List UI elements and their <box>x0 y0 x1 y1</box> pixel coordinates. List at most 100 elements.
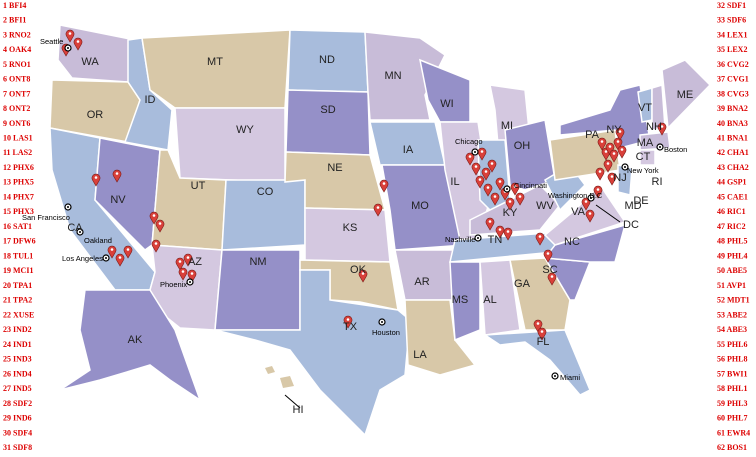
pin-dot <box>588 212 592 215</box>
pin-dot <box>474 165 478 168</box>
code-item: 8 ONT2 <box>3 104 30 113</box>
code-item: 25 IND3 <box>3 355 32 364</box>
pin-dot <box>178 260 182 263</box>
state-label: VA <box>571 206 586 218</box>
city-center <box>590 197 592 199</box>
pin <box>603 159 613 173</box>
pin <box>485 217 495 231</box>
state-label: ME <box>677 89 694 101</box>
state-label: NC <box>564 236 580 248</box>
state-label: MO <box>411 200 429 212</box>
pin <box>490 192 500 206</box>
code-item: 5 RNO1 <box>3 60 31 69</box>
code-item: 56 PHL8 <box>717 355 747 364</box>
code-item: 33 SDF6 <box>717 16 746 25</box>
city-center <box>477 237 479 239</box>
code-item: 50 ABE5 <box>717 266 747 275</box>
pin-dot <box>493 195 497 198</box>
state-label: VT <box>638 102 652 114</box>
pin <box>65 29 75 43</box>
code-item: 3 RNO2 <box>3 30 31 39</box>
code-item: 24 IND1 <box>3 340 32 349</box>
state-label: NV <box>110 194 126 206</box>
pin-dot <box>508 200 512 203</box>
code-item: 42 CHA1 <box>717 148 749 157</box>
state-label: MN <box>384 70 401 82</box>
state-label: NM <box>249 256 266 268</box>
pin-dot <box>346 318 350 321</box>
code-item: 37 CVG1 <box>717 75 749 84</box>
pin-dot <box>478 178 482 181</box>
city-label: Miami <box>560 373 580 382</box>
pin-dot <box>550 275 554 278</box>
state-label: WY <box>236 124 254 136</box>
pin-dot <box>596 188 600 191</box>
pin <box>595 167 605 181</box>
pin-dot <box>484 170 488 173</box>
state-label: GA <box>514 278 531 290</box>
pin <box>149 211 159 225</box>
state-label: UT <box>191 180 206 192</box>
state-label: NE <box>327 162 342 174</box>
city-label: Washington D.C <box>548 191 603 200</box>
city-label: Seattle <box>40 37 63 46</box>
pin-dot <box>486 186 490 189</box>
pin-dot <box>506 230 510 233</box>
pin <box>657 122 667 136</box>
pin <box>115 253 125 267</box>
pin-dot <box>468 155 472 158</box>
state-label: IA <box>403 144 414 156</box>
state-label: DC <box>623 219 639 231</box>
code-item: 2 BFI1 <box>3 16 26 25</box>
pin-dot <box>488 220 492 223</box>
code-item: 29 IND6 <box>3 414 32 423</box>
code-item: 16 SAT1 <box>3 222 32 231</box>
code-lists: 1 BFI4 2 BFI1 3 RNO2 4 OAK4 5 RNO1 6 ONT8 7 ON… <box>3 1 750 452</box>
state-label: DE <box>633 195 648 207</box>
code-item: 51 AVP1 <box>717 281 746 290</box>
pin <box>477 147 487 161</box>
pin-dot <box>546 252 550 255</box>
code-item: 34 LEX1 <box>717 30 747 39</box>
pin <box>475 175 485 189</box>
city-label: Cincinnati <box>514 181 547 190</box>
pin-dot <box>158 222 162 225</box>
code-item: 36 CVG2 <box>717 60 749 69</box>
state-label: MT <box>207 56 223 68</box>
pin-dot <box>361 272 365 275</box>
code-item: 58 PHL1 <box>717 384 747 393</box>
pin-dot <box>616 140 620 143</box>
pin <box>343 315 353 329</box>
pin <box>581 197 591 211</box>
pin <box>481 167 491 181</box>
state-label: CT <box>636 151 651 163</box>
code-item: 32 SDF1 <box>717 1 746 10</box>
pin <box>73 37 83 51</box>
code-item: 45 CAE1 <box>717 192 748 201</box>
state-label: NJ <box>613 172 626 184</box>
city-center <box>79 231 81 233</box>
state-label: MD <box>624 200 641 212</box>
code-item: 18 TUL1 <box>3 251 33 260</box>
code-item: 28 SDF2 <box>3 399 32 408</box>
pin <box>535 232 545 246</box>
hi-pointer <box>284 394 301 409</box>
code-item: 44 GSP1 <box>717 178 747 187</box>
code-item: 59 PHL3 <box>717 399 747 408</box>
states <box>49 24 712 437</box>
pin <box>510 182 520 196</box>
state-label: SD <box>320 104 335 116</box>
pin-dot <box>110 248 114 251</box>
pin <box>495 225 505 239</box>
city-center <box>381 321 383 323</box>
code-item: 14 PHX7 <box>3 192 34 201</box>
state-label: IL <box>450 176 459 188</box>
pin-dot <box>152 214 156 217</box>
pin <box>107 245 117 259</box>
code-item: 20 TPA1 <box>3 281 32 290</box>
city-center <box>67 47 69 49</box>
state-label: WV <box>536 200 554 212</box>
pin <box>607 172 617 186</box>
